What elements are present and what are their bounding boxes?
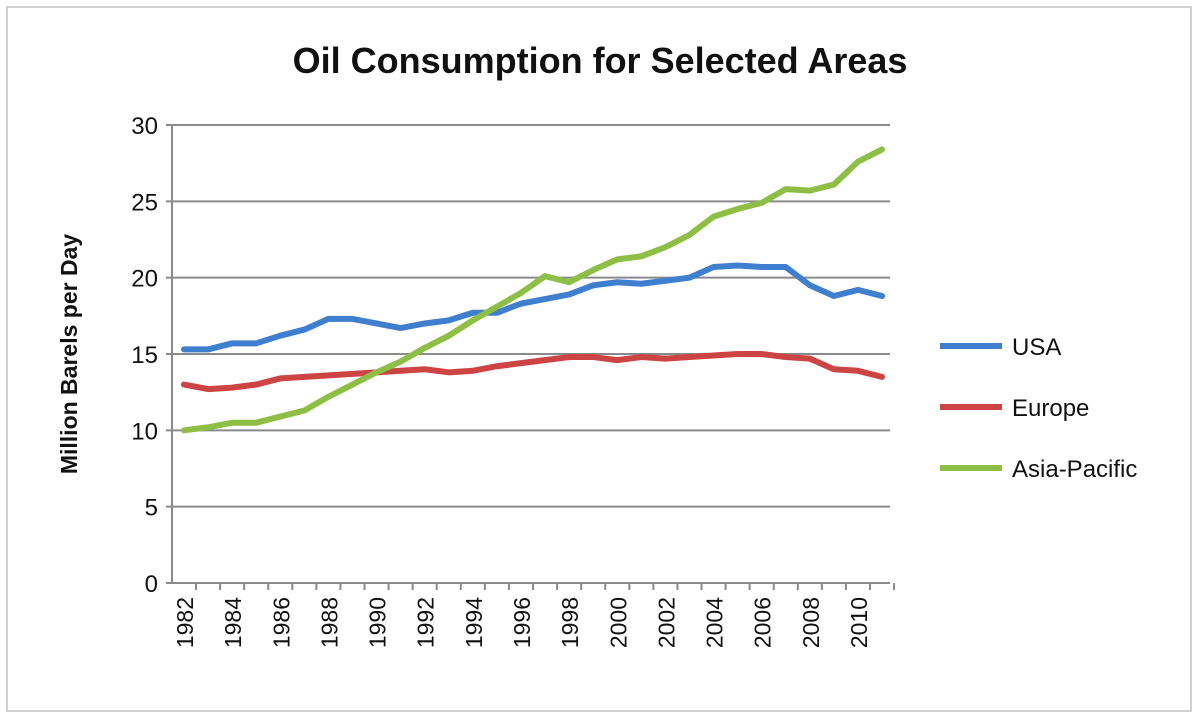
x-tick-label: 1998 (557, 597, 583, 648)
series-line-europe (181, 351, 886, 393)
x-tick-label: 1994 (461, 597, 487, 648)
series-line-asia-pacific (181, 146, 886, 434)
legend-label: Asia-Pacific (1012, 456, 1137, 483)
series-line-usa (181, 262, 886, 353)
y-tick-label: 10 (131, 418, 158, 445)
legend-label: USA (1012, 334, 1061, 361)
x-tick-label: 1984 (220, 597, 246, 648)
chart-title: Oil Consumption for Selected Areas (293, 40, 908, 81)
x-tick-label: 2008 (798, 597, 824, 648)
x-tick-label: 1992 (413, 597, 439, 648)
legend-label: Europe (1012, 395, 1089, 422)
x-tick-label: 2010 (846, 597, 872, 648)
x-tick-label: 2006 (750, 597, 776, 648)
chart-frame (6, 6, 1192, 712)
y-tick-label: 15 (131, 342, 158, 369)
x-tick-label: 1996 (509, 597, 535, 648)
y-axis-label: Million Barels per Day (56, 234, 82, 475)
y-tick-label: 25 (131, 189, 158, 216)
y-tick-label: 5 (145, 495, 158, 522)
x-tick-label: 1988 (316, 597, 342, 648)
y-tick-label: 0 (145, 571, 158, 598)
x-tick-label: 2000 (605, 597, 631, 648)
x-tick-label: 2002 (653, 597, 679, 648)
y-tick-label: 30 (131, 113, 158, 140)
x-tick-label: 1990 (365, 597, 391, 648)
x-tick-label: 1986 (268, 597, 294, 648)
y-tick-label: 20 (131, 266, 158, 293)
x-tick-label: 1982 (172, 597, 198, 648)
x-tick-label: 2004 (702, 597, 728, 648)
